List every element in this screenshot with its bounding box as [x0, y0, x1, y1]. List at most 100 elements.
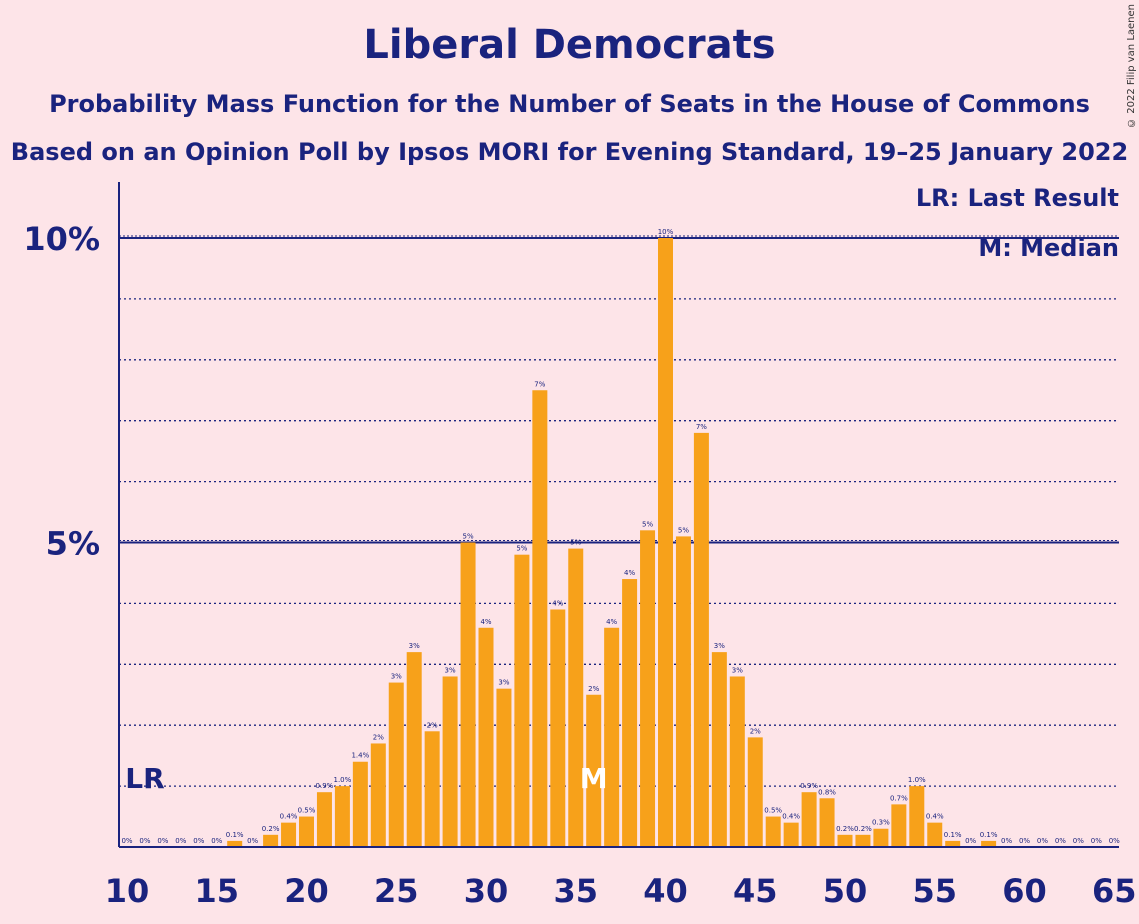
bar-value-label: 0% — [139, 837, 150, 845]
bar-value-label: 3% — [409, 642, 420, 650]
bar-value-label: 5% — [570, 539, 581, 547]
bar-value-label: 0.1% — [944, 831, 962, 839]
x-tick-label: 45 — [733, 872, 778, 910]
bar — [496, 688, 512, 847]
bar — [406, 652, 422, 847]
bar-value-label: 1.4% — [351, 752, 369, 760]
bar-value-label: 5% — [642, 520, 653, 528]
bar-value-label: 0% — [1001, 837, 1012, 845]
x-tick-label: 25 — [374, 872, 419, 910]
bar-value-label: 0.2% — [836, 825, 854, 833]
x-tick-label: 60 — [1002, 872, 1047, 910]
bar — [568, 548, 584, 847]
bar — [478, 627, 494, 847]
bar — [693, 432, 709, 847]
bar-value-label: 0.1% — [226, 831, 244, 839]
bar — [532, 390, 548, 847]
bar-value-label: 0% — [1073, 837, 1084, 845]
bar — [263, 834, 279, 847]
bar — [460, 542, 476, 847]
bar-value-label: 0% — [175, 837, 186, 845]
bar-value-label: 0.8% — [818, 788, 836, 796]
bar-value-label: 0.4% — [926, 813, 944, 821]
bar-value-label: 2% — [588, 685, 599, 693]
bar-value-label: 2% — [373, 733, 384, 741]
bar — [837, 834, 853, 847]
y-tick-label: 5% — [46, 525, 100, 563]
bar — [622, 579, 638, 847]
bar-value-label: 0.5% — [298, 807, 316, 815]
chart-subtitle-source: Based on an Opinion Poll by Ipsos MORI f… — [10, 138, 1129, 166]
bar — [981, 840, 997, 847]
bar — [316, 792, 332, 847]
bar-value-label: 0.7% — [890, 794, 908, 802]
x-tick-label: 65 — [1092, 872, 1137, 910]
bar — [299, 816, 314, 847]
bar — [765, 816, 781, 847]
bar-value-label: 0% — [193, 837, 204, 845]
bar-value-label: 0.4% — [280, 813, 298, 821]
bar — [424, 731, 440, 847]
bar-value-label: 7% — [534, 380, 545, 388]
bar-value-label: 0.5% — [764, 807, 782, 815]
bar-value-label: 0.3% — [872, 819, 890, 827]
bar-value-label: 4% — [480, 618, 491, 626]
bar-value-label: 10% — [658, 228, 674, 236]
x-tick-label: 55 — [912, 872, 957, 910]
bar-value-label: 0% — [211, 837, 222, 845]
chart-subtitle: Probability Mass Function for the Number… — [49, 90, 1090, 118]
bar-value-label: 0% — [247, 837, 258, 845]
bar-value-label: 0% — [1055, 837, 1066, 845]
bar — [658, 238, 673, 847]
median-marker: M — [580, 762, 608, 795]
bar-value-label: 0% — [1091, 837, 1102, 845]
bar — [388, 682, 404, 847]
bar-value-label: 0.4% — [782, 813, 800, 821]
bar-value-label: 4% — [624, 569, 635, 577]
bar-value-label: 3% — [391, 673, 402, 681]
bar — [945, 840, 961, 847]
bar-value-label: 0% — [157, 837, 168, 845]
bar — [855, 834, 871, 847]
bar-value-label: 5% — [678, 526, 689, 534]
bar — [334, 786, 350, 847]
bar — [586, 694, 602, 847]
bar-value-label: 2% — [427, 721, 438, 729]
bar-value-label: 0.2% — [854, 825, 872, 833]
x-tick-label: 10 — [105, 872, 150, 910]
bar — [819, 798, 835, 847]
chart-title: Liberal Democrats — [363, 22, 776, 68]
bar — [801, 792, 817, 847]
bar — [352, 761, 368, 847]
bar-value-label: 0% — [1037, 837, 1048, 845]
bar-value-label: 4% — [552, 599, 563, 607]
bar-value-label: 5% — [516, 545, 527, 553]
bar — [783, 822, 799, 847]
bar — [514, 554, 530, 847]
bar-value-label: 2% — [750, 727, 761, 735]
bar-value-label: 0.2% — [262, 825, 280, 833]
bar-value-label: 4% — [606, 618, 617, 626]
bar-value-label: 0% — [1019, 837, 1030, 845]
bar — [909, 786, 925, 847]
x-tick-label: 40 — [643, 872, 688, 910]
bar-value-label: 7% — [696, 423, 707, 431]
x-tick-label: 30 — [464, 872, 509, 910]
bar — [281, 822, 297, 847]
legend-last-result: LR: Last Result — [915, 184, 1119, 212]
bar — [729, 676, 745, 847]
bar-value-label: 0.9% — [800, 782, 818, 790]
x-tick-label: 50 — [823, 872, 868, 910]
y-tick-label: 10% — [23, 220, 100, 258]
bar-value-label: 0.9% — [316, 782, 334, 790]
bar — [711, 652, 727, 847]
bar-value-label: 3% — [732, 666, 743, 674]
bar — [550, 609, 566, 847]
bar-value-label: 5% — [462, 533, 473, 541]
bar-value-label: 0% — [965, 837, 976, 845]
bar — [442, 676, 458, 847]
bar-value-label: 1.0% — [908, 776, 926, 784]
bar — [747, 737, 763, 847]
bar-value-label: 3% — [498, 679, 509, 687]
